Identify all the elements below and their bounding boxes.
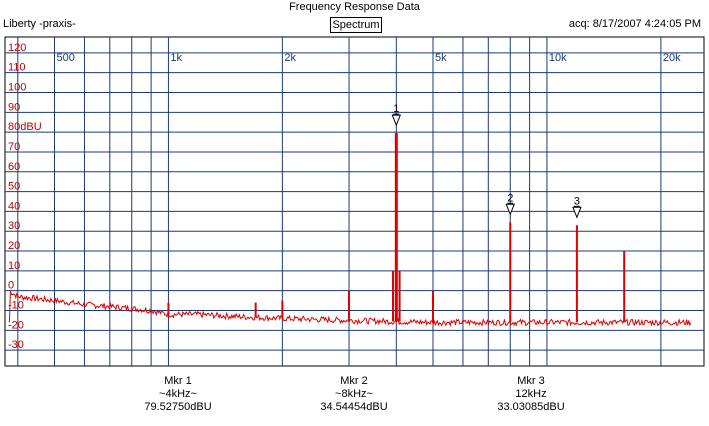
y-tick-label: -20 [8, 319, 24, 331]
marker-2-name: Mkr 2 [340, 375, 368, 387]
marker-3-level: 33.03085dBU [497, 401, 565, 413]
marker-triangle [391, 114, 402, 127]
spectrum-mode-button[interactable]: Spectrum [330, 17, 382, 33]
y-tick-label: 0 [8, 280, 14, 292]
y-tick-label: -10 [8, 300, 24, 312]
acquisition-timestamp: acq: 8/17/2007 4:24:05 PM [568, 18, 701, 30]
marker-3-name: Mkr 3 [517, 375, 545, 387]
noise-floor-trace [8, 290, 692, 328]
y-tick-label: -30 [8, 339, 24, 351]
y-tick-label: 60 [8, 161, 20, 173]
y-tick-label: 50 [8, 181, 20, 193]
plot-frame [4, 36, 705, 367]
y-tick-label: 100 [8, 81, 26, 93]
marker-flags: 1 2 3 [391, 103, 582, 219]
marker-1-readout: Mkr 1 ~4kHz~ 79.52750dBU [128, 375, 228, 414]
y-tick-label: 20 [8, 240, 20, 252]
y-tick-label: 120 [8, 42, 26, 54]
marker-triangle [505, 203, 515, 216]
marker-2-readout: Mkr 2 ~8kHz~ 34.54454dBU [304, 375, 404, 414]
x-axis-labels: 500 1k 2k 5k 10k 20k [56, 52, 681, 64]
marker-triangle [572, 206, 582, 219]
marker-label: 3 [574, 195, 580, 207]
y-tick-label: 10 [8, 260, 20, 272]
x-tick-label: 10k [549, 52, 567, 64]
marker-label: 2 [507, 192, 513, 204]
window-title: Frequency Response Data [289, 1, 420, 13]
spectrum-trace [8, 133, 692, 328]
x-tick-label: 1k [170, 52, 182, 64]
y-tick-label: 110 [8, 62, 26, 74]
x-tick-label: 2k [284, 52, 296, 64]
app-name: Liberty -praxis- [3, 18, 76, 30]
y-tick-label: 70 [8, 141, 20, 153]
marker-3-frequency: 12kHz [515, 388, 547, 400]
marker-label: 1 [393, 103, 399, 115]
marker-2-level: 34.54454dBU [320, 401, 388, 413]
marker-1-level: 79.52750dBU [144, 401, 212, 413]
x-tick-label: 5k [435, 52, 447, 64]
y-tick-label: 90 [8, 101, 20, 113]
marker-3-readout: Mkr 3 12kHz 33.03085dBU [481, 375, 581, 414]
x-tick-label: 20k [663, 52, 681, 64]
y-tick-label: 40 [8, 200, 20, 212]
x-tick-label: 500 [56, 52, 74, 64]
marker-1-frequency: ~4kHz~ [159, 388, 197, 400]
y-tick-label: 80dBU [8, 121, 42, 133]
grid [5, 37, 704, 366]
y-tick-label: 30 [8, 220, 20, 232]
marker-1-name: Mkr 1 [164, 375, 192, 387]
marker-2-frequency: ~8kHz~ [335, 388, 373, 400]
